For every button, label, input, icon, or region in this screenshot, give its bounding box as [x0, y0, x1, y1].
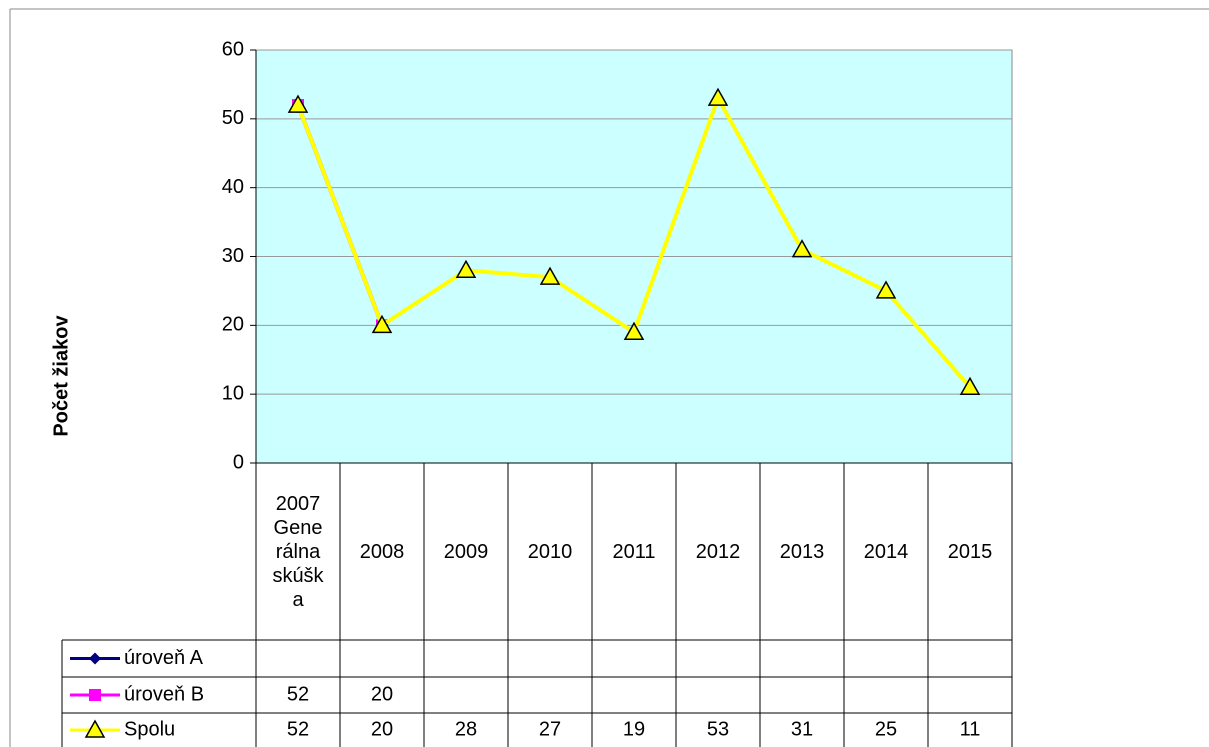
y-axis-title: Počet žiakov	[50, 315, 72, 437]
category-cell: 2010	[508, 463, 592, 640]
marker	[89, 689, 101, 701]
x-tick-label: 2007 Generálna skúška	[272, 492, 324, 611]
marker	[959, 376, 981, 396]
y-tick-label: 10	[222, 382, 244, 404]
legend-label: úroveň B	[124, 683, 204, 705]
marker	[539, 266, 561, 285]
legend-label: úroveň A	[124, 647, 204, 669]
marker	[623, 321, 645, 340]
marker	[791, 239, 813, 258]
category-cell: 2007 Generálna skúška	[256, 463, 340, 640]
category-cell: 2010	[508, 463, 592, 640]
category-cell: 2014	[844, 463, 928, 640]
x-tick-label: 2013	[779, 540, 825, 563]
marker	[707, 87, 729, 106]
category-cell: 2013	[760, 463, 844, 640]
x-tick-label: 2014	[863, 540, 909, 563]
marker	[455, 259, 477, 279]
y-tick-label: 30	[222, 245, 244, 267]
x-tick-label: 2015	[947, 540, 993, 563]
y-tick-label: 50	[222, 107, 244, 129]
category-cell: 2015	[928, 463, 1012, 640]
table-value: 28	[455, 718, 477, 740]
y-tick-label: 0	[233, 451, 244, 473]
x-tick-label: 2009	[443, 540, 489, 563]
marker	[287, 94, 309, 113]
category-cell: 2014	[844, 463, 928, 640]
y-tick-label: 40	[222, 176, 244, 198]
category-cell: 2012	[676, 463, 760, 640]
table-value: 20	[371, 683, 393, 705]
category-cell: 2007 Generálna skúška	[256, 463, 340, 640]
marker	[875, 280, 897, 299]
table-value: 20	[371, 718, 393, 740]
table-value: 11	[960, 718, 981, 740]
table-value: 53	[707, 718, 729, 740]
table-value: 27	[539, 718, 561, 740]
category-cell: 2013	[760, 463, 844, 640]
category-cell: 2008	[340, 463, 424, 640]
marker	[89, 652, 101, 665]
x-tick-label: 2011	[612, 540, 656, 563]
x-tick-label: 2012	[695, 540, 741, 563]
table-value: 52	[287, 718, 309, 740]
category-cell: 2011	[592, 463, 676, 640]
category-cell: 2009	[424, 463, 508, 640]
category-cell: 2012	[676, 463, 760, 640]
table-value: 25	[875, 718, 897, 740]
table-value: 31	[791, 718, 813, 740]
category-cell: 2008	[340, 463, 424, 640]
legend-label: Spolu	[124, 718, 175, 740]
category-cell: 2011	[592, 463, 676, 640]
marker	[371, 314, 393, 334]
category-cell: 2015	[928, 463, 1012, 640]
table-value: 19	[623, 718, 645, 740]
y-tick-label: 20	[222, 314, 244, 336]
x-tick-label: 2010	[527, 540, 573, 563]
category-cell: 2009	[424, 463, 508, 640]
table-value: 52	[287, 683, 309, 705]
marker	[84, 719, 106, 738]
x-tick-label: 2008	[359, 540, 405, 563]
y-tick-label: 60	[222, 38, 244, 60]
